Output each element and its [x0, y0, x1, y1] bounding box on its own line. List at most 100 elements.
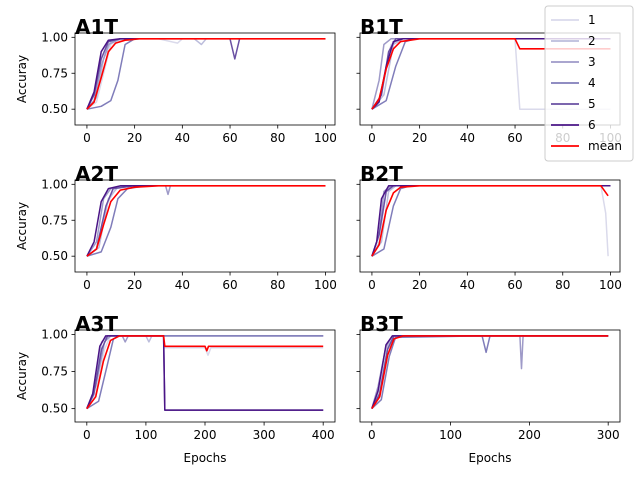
- x-tick-label: 0: [368, 278, 376, 292]
- x-tick-label: 80: [270, 131, 285, 145]
- panel-title: A1T: [75, 15, 118, 39]
- y-axis-label: Accuray: [15, 202, 29, 250]
- series-line-5: [86, 38, 326, 110]
- y-tick-label: 0.75: [41, 365, 68, 379]
- y-tick-label: 1.00: [41, 30, 68, 44]
- legend-label: 3: [588, 55, 596, 69]
- panel-4: 0 100 200 300 400 0.50 0.75 1.00 A3T Accuray Epoch…: [15, 312, 336, 465]
- series-line-6: [86, 38, 326, 110]
- x-tick-label: 300: [597, 428, 620, 442]
- y-axis-label: Accuray: [15, 352, 29, 400]
- series-line-3: [371, 185, 611, 257]
- series-line-6: [86, 185, 326, 257]
- axes-frame: [74, 179, 336, 273]
- legend-label: 4: [588, 76, 596, 90]
- panel-title: A3T: [75, 312, 118, 336]
- x-tick-label: 0: [83, 131, 91, 145]
- x-tick-label: 80: [270, 278, 285, 292]
- x-tick-label: 20: [412, 278, 427, 292]
- panel-title: B3T: [360, 312, 403, 336]
- axes-frame: [359, 179, 621, 273]
- series-line-1: [86, 185, 326, 257]
- x-tick-label: 40: [460, 131, 475, 145]
- y-tick-label: 0.50: [41, 249, 68, 263]
- x-tick-label: 20: [127, 278, 142, 292]
- x-tick-label: 300: [253, 428, 276, 442]
- legend-label: 5: [588, 97, 596, 111]
- axes-frame: [74, 329, 336, 423]
- x-tick-label: 0: [368, 131, 376, 145]
- series-line-4: [371, 185, 611, 257]
- x-tick-label: 40: [175, 278, 190, 292]
- series-line-6: [371, 185, 611, 257]
- x-axis-label: Epochs: [469, 451, 512, 465]
- legend-box: [544, 5, 634, 162]
- series-line-5: [371, 185, 611, 257]
- series-line-4: [86, 185, 326, 257]
- series-line-2: [86, 38, 326, 110]
- legend: 1 2 3 4 5 6 mean: [544, 5, 634, 162]
- series-line-mean: [86, 37, 326, 110]
- panel-0: 0 20 40 60 80 100 0.50 0.75 1.00 A1T Accuray: [15, 15, 337, 145]
- legend-label: 2: [588, 34, 596, 48]
- series-line-3: [86, 38, 326, 110]
- x-tick-label: 0: [83, 428, 91, 442]
- series-line-6: [371, 335, 609, 409]
- series-line-4: [86, 38, 326, 110]
- series-line-2: [86, 185, 326, 257]
- series-line-5: [86, 185, 326, 257]
- axes-frame: [359, 329, 621, 423]
- series-line-mean: [371, 185, 609, 257]
- panel-2: 0 20 40 60 80 100 0.50 0.75 1.00 A2T Accuray: [15, 162, 337, 292]
- y-tick-label: 0.75: [41, 213, 68, 227]
- x-tick-label: 400: [312, 428, 335, 442]
- y-tick-label: 0.50: [41, 402, 68, 416]
- series-line-1: [371, 185, 609, 257]
- x-tick-label: 40: [175, 131, 190, 145]
- series-line-mean: [371, 37, 611, 110]
- axes-frame: [74, 32, 336, 126]
- series-line-2: [371, 185, 611, 257]
- x-tick-label: 40: [460, 278, 475, 292]
- panel-5: 0 100 200 300 B3T Epochs: [356, 312, 621, 465]
- y-axis-label: Accuray: [15, 55, 29, 103]
- series-line-mean: [371, 335, 609, 410]
- legend-label: 6: [588, 118, 596, 132]
- panel-title: B1T: [360, 15, 403, 39]
- series-line-1: [86, 38, 326, 110]
- y-tick-label: 0.50: [41, 102, 68, 116]
- x-tick-label: 200: [518, 428, 541, 442]
- x-tick-label: 200: [194, 428, 217, 442]
- legend-label: mean: [588, 139, 622, 153]
- legend-label: 1: [588, 13, 596, 27]
- panel-title: B2T: [360, 162, 403, 186]
- series-line-3: [371, 335, 609, 409]
- x-axis-label: Epochs: [184, 451, 227, 465]
- x-tick-label: 100: [134, 428, 157, 442]
- x-tick-label: 0: [83, 278, 91, 292]
- y-tick-label: 0.75: [41, 66, 68, 80]
- x-tick-label: 100: [314, 278, 337, 292]
- series-line-2: [371, 335, 609, 409]
- x-tick-label: 20: [412, 131, 427, 145]
- series-line-mean: [86, 335, 324, 410]
- series-line-1: [371, 335, 609, 409]
- panel-title: A2T: [75, 162, 118, 186]
- x-tick-label: 100: [314, 131, 337, 145]
- panel-3: 0 20 40 60 80 100 B2T: [356, 162, 622, 292]
- x-tick-label: 60: [222, 131, 237, 145]
- series-line-mean: [86, 185, 326, 257]
- x-tick-label: 80: [555, 278, 570, 292]
- x-tick-label: 20: [127, 131, 142, 145]
- x-tick-label: 60: [222, 278, 237, 292]
- x-tick-label: 60: [507, 278, 522, 292]
- series-line-3: [86, 185, 326, 257]
- x-tick-label: 60: [507, 131, 522, 145]
- x-tick-label: 100: [439, 428, 462, 442]
- series-line-5: [371, 335, 609, 409]
- x-tick-label: 0: [368, 428, 376, 442]
- y-tick-label: 1.00: [41, 177, 68, 191]
- series-line-4: [371, 335, 609, 410]
- y-tick-label: 1.00: [41, 327, 68, 341]
